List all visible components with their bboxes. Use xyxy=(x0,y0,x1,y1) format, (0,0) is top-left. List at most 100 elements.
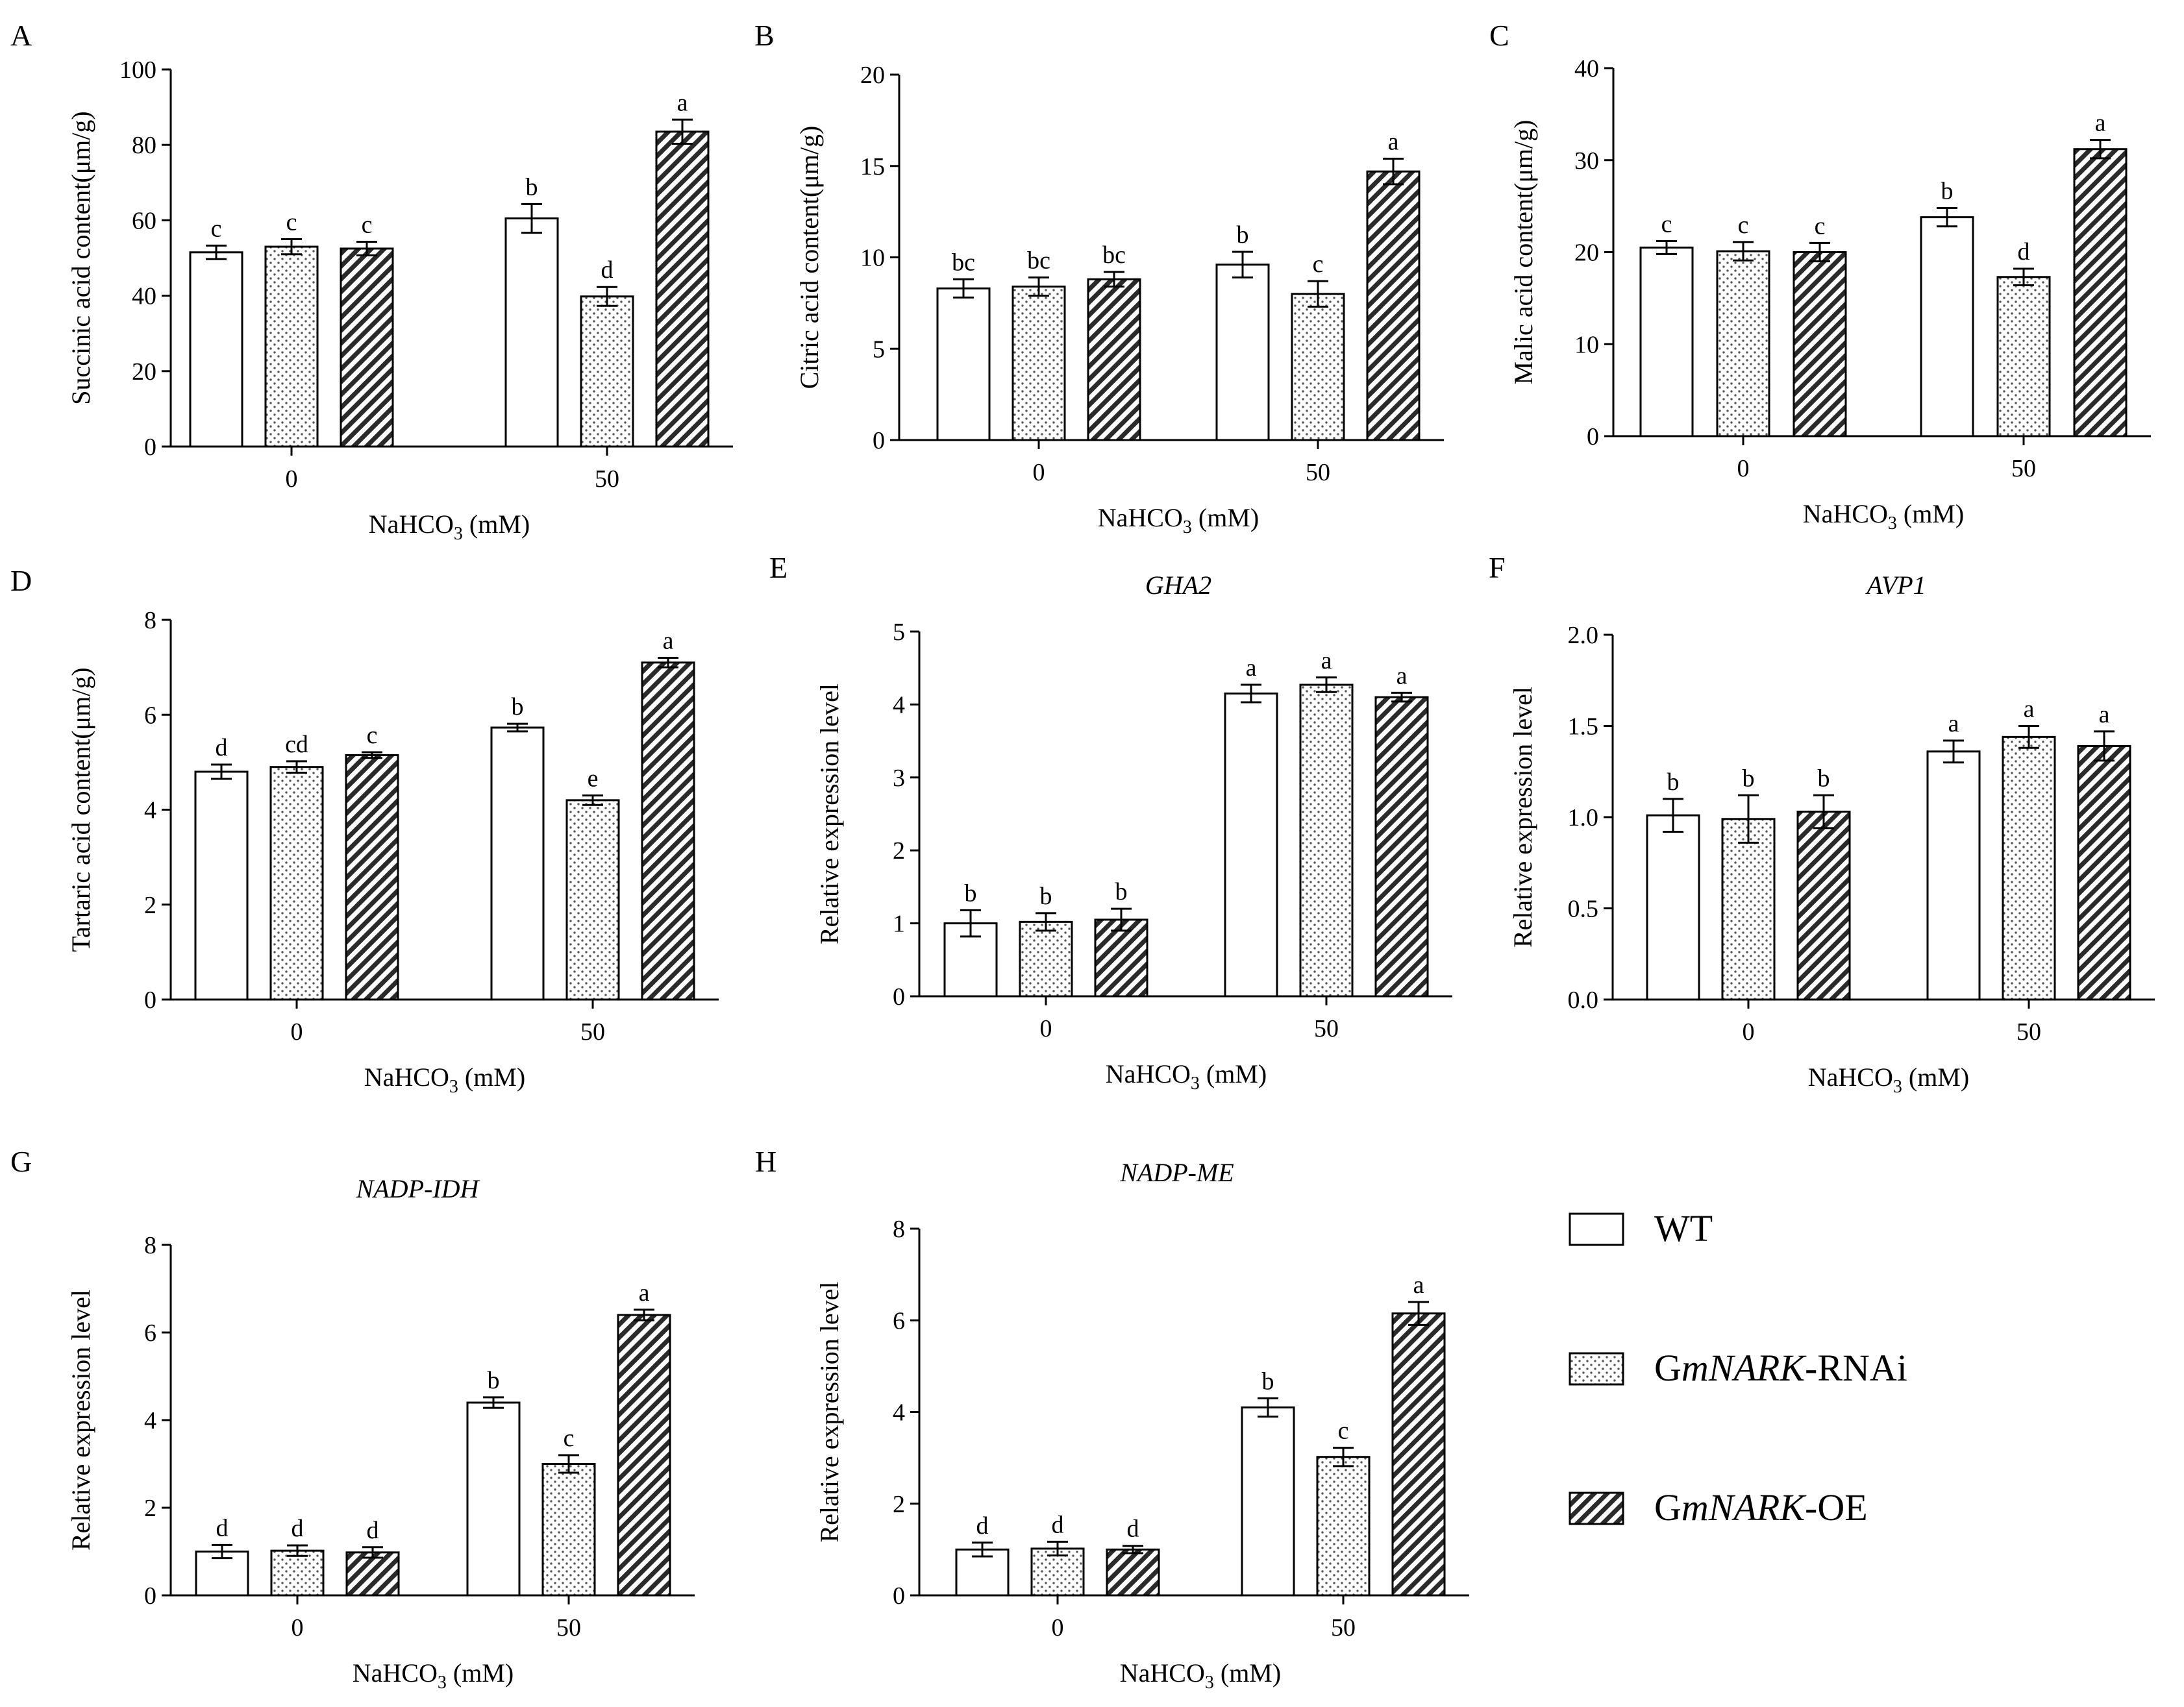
y-tick-label: 10 xyxy=(1574,331,1599,358)
y-tick-label: 6 xyxy=(893,1307,905,1334)
y-tick-label: 1.5 xyxy=(1568,713,1599,741)
significance-letter: b xyxy=(1818,765,1830,792)
bar xyxy=(1926,750,1981,1001)
significance-letter: c xyxy=(362,212,373,239)
bar xyxy=(270,1549,325,1597)
y-tick-label: 0 xyxy=(893,1582,905,1610)
x-tick-label: 50 xyxy=(1314,1015,1339,1042)
y-tick-label: 0.0 xyxy=(1568,987,1599,1014)
panel-d: Dd cd c b e a 0 2 4 6 8 0 50 NaHCO3 (mM) Tartaric acid… xyxy=(10,564,719,1097)
bar xyxy=(641,661,695,1001)
y-tick-label: 30 xyxy=(1574,147,1599,175)
y-tick-label: 60 xyxy=(132,207,156,234)
significance-letter: b xyxy=(965,879,977,907)
significance-letter: a xyxy=(1413,1271,1424,1299)
panel-label: B xyxy=(754,19,775,52)
significance-letter: d xyxy=(216,1514,229,1541)
chart-title: GHA2 xyxy=(1145,571,1211,600)
bar xyxy=(2002,735,2056,1001)
legend-label: GmNARK-OE xyxy=(1654,1486,1868,1529)
y-tick-label: 4 xyxy=(893,691,905,718)
x-tick-label: 0 xyxy=(286,465,298,493)
x-tick-label: 0 xyxy=(291,1018,303,1046)
panel-label: A xyxy=(10,19,32,52)
y-axis-title: Tartaric acid content(μm/g) xyxy=(66,667,95,952)
y-tick-label: 20 xyxy=(1574,239,1599,267)
x-tick-label: 50 xyxy=(556,1614,581,1641)
y-tick-label: 40 xyxy=(132,283,156,310)
y-tick-label: 100 xyxy=(119,56,156,84)
significance-letter: d xyxy=(2018,238,2030,265)
significance-letter: a xyxy=(1396,662,1408,689)
significance-letter: b xyxy=(1262,1368,1274,1395)
significance-letter: d xyxy=(1052,1511,1064,1538)
bar xyxy=(1011,286,1066,441)
significance-letter: a xyxy=(2099,701,2110,728)
legend-label: GmNARK-RNAi xyxy=(1654,1347,1907,1389)
significance-letter: c xyxy=(367,722,378,749)
panel-g: G NADP-IDH d d d b c a 0 2 4 6 8 0 50 NaHCO3 (mM) Relati… xyxy=(10,1145,695,1693)
significance-letter: d xyxy=(976,1512,989,1540)
significance-letter: c xyxy=(1338,1418,1349,1445)
bar xyxy=(340,247,394,448)
significance-letter: a xyxy=(1321,647,1332,674)
significance-letter: a xyxy=(2095,110,2106,137)
bar xyxy=(490,726,545,1001)
bar xyxy=(1374,696,1429,998)
bar xyxy=(936,287,991,441)
bar xyxy=(1366,170,1421,441)
y-axis-title: Relative expression level xyxy=(1508,687,1537,948)
bar xyxy=(1716,250,1770,437)
y-tick-label: 8 xyxy=(144,1232,156,1259)
bar xyxy=(1087,278,1141,441)
legend-item-rnai: GmNARK-RNAi xyxy=(1569,1347,1907,1389)
y-tick-label: 0.5 xyxy=(1568,896,1599,923)
y-tick-label: 0 xyxy=(893,983,905,1011)
y-tick-label: 15 xyxy=(860,153,885,180)
x-axis-title: NaHCO3 (mM) xyxy=(1120,1658,1281,1693)
bar xyxy=(1796,811,1851,1001)
significance-letter: b xyxy=(1667,768,1680,796)
legend-item-oe: GmNARK-OE xyxy=(1569,1486,1868,1529)
x-tick-label: 50 xyxy=(2011,455,2036,482)
significance-letter: b xyxy=(512,693,524,720)
significance-letter: c xyxy=(564,1425,575,1452)
y-tick-label: 0 xyxy=(1587,423,1599,450)
bar xyxy=(565,799,620,1001)
y-tick-label: 80 xyxy=(132,132,156,159)
bar xyxy=(2077,744,2131,1001)
x-axis-title: NaHCO3 (mM) xyxy=(1808,1062,1969,1097)
bar xyxy=(1224,693,1278,998)
y-axis-title: Relative expression level xyxy=(815,1281,844,1542)
panel-h: H NADP-ME d d d b c a 0 2 4 6 8 0 50 NaHCO3 (mM) Relativ… xyxy=(755,1145,1469,1693)
legend-swatch xyxy=(1569,1492,1624,1525)
x-axis-title: NaHCO3 (mM) xyxy=(1106,1059,1267,1094)
y-axis-title: Relative expression level xyxy=(815,683,844,944)
significance-letter: b xyxy=(1040,883,1052,910)
y-tick-label: 2 xyxy=(893,837,905,865)
bar xyxy=(1019,920,1073,998)
significance-letter: a xyxy=(663,628,674,655)
bar xyxy=(345,754,399,1001)
significance-letter: c xyxy=(1313,251,1324,278)
bar xyxy=(1391,1312,1446,1597)
significance-letter: c xyxy=(1661,210,1672,238)
y-tick-label: 2.0 xyxy=(1568,622,1599,649)
y-tick-label: 6 xyxy=(144,702,156,729)
bar xyxy=(1920,216,1974,437)
bar xyxy=(194,770,249,1001)
significance-letter: b xyxy=(526,173,538,201)
y-tick-label: 2 xyxy=(144,892,156,919)
panel-label: E xyxy=(769,551,788,584)
significance-letter: a xyxy=(1948,710,1959,737)
panel-label: F xyxy=(1489,551,1506,584)
y-tick-label: 0 xyxy=(144,434,156,461)
significance-letter: a xyxy=(1388,128,1399,155)
legend-swatch xyxy=(1569,1212,1624,1246)
y-tick-label: 1.0 xyxy=(1568,804,1599,831)
legend-item-wt: WT xyxy=(1569,1207,1713,1249)
significance-letter: a xyxy=(677,89,688,116)
bar xyxy=(541,1463,596,1597)
